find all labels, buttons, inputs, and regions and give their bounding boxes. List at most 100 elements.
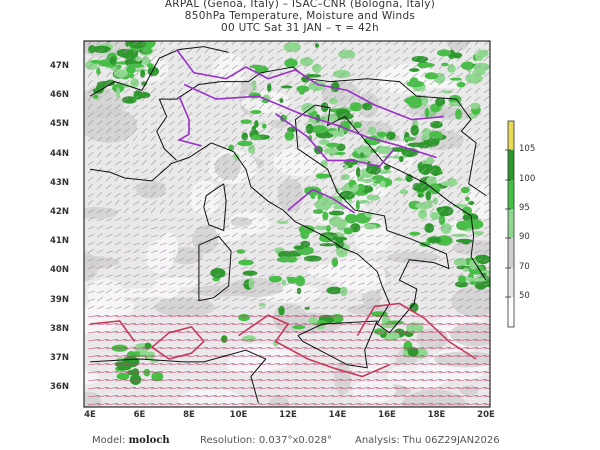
wind-barb (411, 144, 418, 150)
green-patch (276, 256, 292, 263)
wind-barb (348, 323, 361, 326)
wind-barb (285, 281, 293, 286)
wind-barb (96, 144, 103, 150)
wind-barb (231, 41, 236, 46)
wind-barb (132, 379, 145, 382)
wind-barb (348, 95, 354, 102)
wind-barb (150, 289, 158, 294)
wind-barb (312, 273, 320, 278)
wind-barb (420, 282, 428, 286)
wind-barb (366, 80, 373, 86)
wind-barb (240, 71, 247, 78)
wind-barb (222, 331, 235, 334)
wind-barb (168, 104, 175, 110)
wind-barb (267, 297, 275, 302)
wind-barb (321, 152, 328, 158)
wind-barb (366, 152, 373, 158)
wind-barb (411, 273, 419, 278)
wind-barb (321, 315, 334, 318)
wind-barb (366, 355, 379, 358)
wind-barb (249, 249, 257, 254)
wind-barb (429, 127, 436, 134)
wind-barb (123, 47, 129, 54)
wind-barb (267, 48, 274, 54)
wind-barb (114, 331, 127, 334)
wind-barb (114, 403, 127, 406)
wind-barb (321, 216, 328, 222)
wind-barb (96, 379, 109, 382)
wind-barb (231, 168, 238, 174)
wind-barb (105, 64, 112, 70)
green-patch (122, 356, 140, 368)
wind-barb (294, 64, 301, 70)
wind-barb (258, 96, 265, 102)
wind-barb (429, 184, 437, 190)
wind-barb (105, 363, 118, 366)
wind-barb (384, 112, 391, 118)
wind-barb (213, 233, 221, 238)
wind-barb (402, 379, 415, 382)
wind-barb (249, 49, 257, 54)
wind-barb (231, 226, 239, 230)
wind-barb (474, 87, 480, 94)
colorbar-label: 95 (519, 203, 530, 213)
wind-barb (483, 225, 490, 230)
wind-barb (303, 331, 316, 334)
wind-barb (249, 355, 262, 358)
wind-barb (384, 191, 391, 198)
green-patch (98, 60, 110, 64)
wind-barb (285, 265, 293, 270)
wind-barb (276, 241, 284, 246)
wind-barb (276, 289, 284, 294)
wind-barb (429, 41, 435, 46)
wind-barb (375, 184, 382, 190)
wind-barb (132, 355, 145, 358)
wind-barb (420, 183, 427, 190)
wind-barb (447, 395, 460, 398)
wind-barb (285, 144, 293, 150)
wind-barb (285, 371, 298, 374)
wind-barb (312, 250, 320, 254)
wind-barb (339, 144, 346, 150)
wind-barb (177, 339, 190, 342)
wind-barb (393, 208, 400, 214)
wind-barb (339, 315, 352, 318)
wind-barb (366, 298, 374, 302)
wind-barb (375, 152, 382, 158)
wind-barb (357, 339, 370, 342)
wind-barb (465, 339, 478, 342)
wind-barb (339, 47, 346, 54)
wind-barb (411, 363, 424, 366)
wind-barb (276, 379, 289, 382)
wind-barb (483, 65, 490, 70)
wind-barb (240, 282, 248, 286)
wind-barb (402, 207, 408, 214)
wind-barb (159, 152, 166, 158)
wind-barb (483, 95, 490, 102)
wind-barb (186, 218, 194, 222)
wind-barb (168, 135, 175, 142)
green-patch (343, 165, 349, 170)
wind-barb (249, 200, 256, 206)
wind-barb (231, 232, 238, 238)
wind-barb (105, 355, 118, 358)
green-patch (284, 131, 295, 141)
wind-barb (384, 64, 391, 70)
wind-barb (456, 135, 463, 142)
wind-barb (348, 112, 355, 118)
wind-barb (87, 136, 94, 142)
wind-barb (204, 217, 212, 222)
wind-barb (483, 136, 490, 142)
wind-barb (249, 265, 257, 270)
wind-barb (474, 137, 482, 142)
wind-barb (375, 288, 382, 294)
wind-barb (348, 41, 354, 46)
wind-barb (402, 119, 409, 126)
wind-barb (114, 315, 127, 318)
wind-barb (240, 257, 248, 262)
wind-barb (141, 387, 154, 390)
wind-barb (357, 184, 364, 190)
wind-barb (159, 47, 165, 54)
wind-barb (384, 217, 392, 222)
wind-barb (177, 331, 190, 334)
